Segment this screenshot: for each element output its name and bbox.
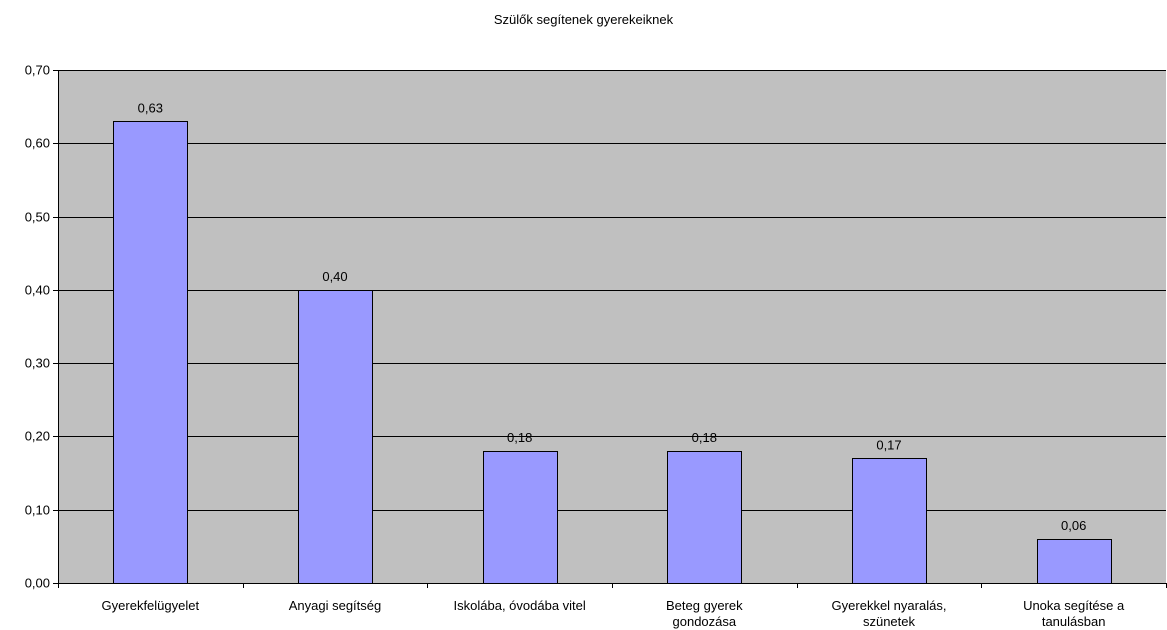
data-label: 0,18 [692,430,717,445]
bar [852,458,927,584]
x-tick-label: Iskolába, óvodába vitel [454,598,586,613]
y-tick-label: 0,20 [25,429,50,444]
y-tick-label: 0,10 [25,503,50,518]
x-tick-label: Anyagi segítség [289,598,382,613]
data-label: 0,06 [1061,518,1086,533]
y-tick-label: 0,00 [25,576,50,591]
x-tick-label: Unoka segítése a [1023,598,1125,613]
bar [1037,539,1112,584]
y-tick-label: 0,70 [25,63,50,78]
y-tick-label: 0,30 [25,356,50,371]
plot-area [58,70,1166,583]
bar [113,121,188,584]
bar [667,451,742,584]
x-tick-label: Beteg gyerek [666,598,743,613]
x-tick-label: szünetek [863,614,916,629]
y-tick-label: 0,60 [25,136,50,151]
bar [483,451,558,584]
data-label: 0,40 [322,269,347,284]
data-label: 0,63 [138,100,163,115]
data-label: 0,17 [876,437,901,452]
y-tick-label: 0,50 [25,210,50,225]
x-tick-label: gondozása [673,614,737,629]
y-tick-label: 0,40 [25,283,50,298]
bar [298,290,373,584]
x-tick-label: Gyerekkel nyaralás, [832,598,947,613]
chart-title: Szülők segítenek gyerekeiknek [493,12,674,27]
data-label: 0,18 [507,430,532,445]
x-tick-label: Gyerekfelügyelet [102,598,200,613]
x-tick-label: tanulásban [1042,614,1106,629]
